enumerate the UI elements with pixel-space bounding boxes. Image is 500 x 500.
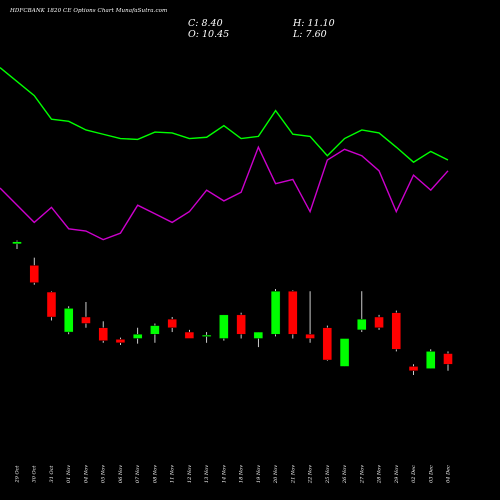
x-tick-label: 21 Nov — [290, 465, 296, 484]
candle-body — [167, 318, 177, 328]
x-tick-label: 01 Nov — [66, 465, 72, 483]
candle-body — [29, 265, 39, 283]
high-value: H: 11.10 — [293, 18, 335, 29]
x-tick-label: 05 Nov — [101, 465, 107, 483]
x-tick-label: 06 Nov — [118, 465, 124, 483]
candle-body — [305, 334, 315, 339]
candle-body — [236, 314, 246, 335]
candle-body — [357, 318, 367, 331]
candle-body — [374, 316, 384, 328]
candle-body — [64, 308, 74, 333]
candle-body — [426, 351, 436, 369]
candle-body — [12, 241, 22, 245]
candle-body — [150, 325, 160, 335]
candle-body — [288, 291, 298, 335]
candle-body — [81, 316, 91, 324]
x-tick-label: 22 Nov — [308, 465, 314, 484]
candle-body — [219, 314, 229, 339]
candle-body — [184, 331, 195, 339]
x-tick-label: 28 Nov — [377, 465, 383, 484]
chart-title: HDFCBANK 1820 CE Options Chart MunafaSut… — [10, 8, 168, 14]
x-tick-label: 12 Nov — [187, 465, 193, 483]
x-tick-label: 11 Nov — [170, 465, 176, 483]
x-tick-label: 04 Dec — [446, 465, 452, 483]
candle-body — [339, 338, 350, 367]
x-tick-label: 26 Nov — [342, 465, 348, 484]
x-tick-label: 29 Oct — [15, 465, 21, 484]
x-tick-label: 04 Nov — [83, 465, 89, 483]
x-tick-label: 08 Nov — [152, 465, 158, 483]
x-tick-label: 25 Nov — [325, 465, 331, 484]
x-tick-label: 13 Nov — [204, 465, 210, 483]
close-value: C: 8.40 — [188, 18, 223, 29]
x-tick-label: 31 Oct — [49, 465, 55, 483]
x-tick-label: 30 Oct — [32, 465, 38, 483]
candle-body — [443, 353, 453, 365]
candle-body — [46, 291, 57, 318]
candle-body — [98, 327, 108, 341]
x-tick-label: 20 Nov — [273, 465, 279, 484]
candle-body — [115, 339, 126, 343]
candle-body — [391, 312, 401, 350]
candle-body — [201, 334, 212, 337]
candle-body — [322, 327, 333, 361]
x-tick-label: 18 Nov — [239, 465, 245, 483]
x-tick-label: 19 Nov — [256, 465, 262, 483]
x-tick-label: 02 Dec — [411, 465, 417, 483]
lower-line-series — [0, 145, 449, 241]
x-tick-label: 03 Dec — [428, 465, 434, 483]
candle-body — [270, 291, 281, 335]
candle-body — [253, 331, 264, 339]
x-tick-label: 07 Nov — [135, 465, 141, 483]
upper-line-series — [0, 67, 449, 164]
candle-body — [408, 366, 419, 371]
low-value: L: 7.60 — [293, 29, 327, 40]
candle-body — [132, 334, 143, 339]
x-tick-label: 14 Nov — [221, 465, 227, 483]
open-value: O: 10.45 — [188, 29, 230, 40]
x-tick-label: 29 Nov — [394, 465, 400, 484]
x-tick-label: 27 Nov — [359, 465, 365, 484]
